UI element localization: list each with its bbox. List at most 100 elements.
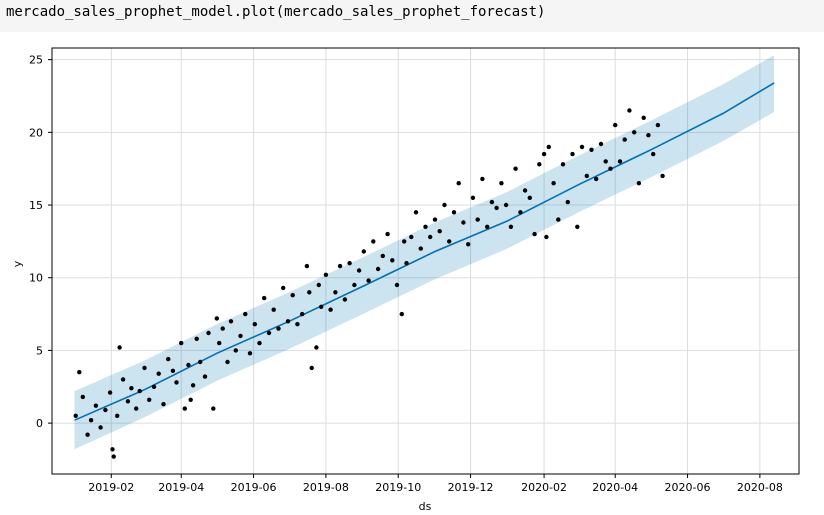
x-axis-ticks: 2019-02 2019-04 2019-06 2019-08 2019-10 2019-…: [88, 474, 783, 494]
observed-point: [394, 282, 400, 288]
observed-point: [307, 290, 312, 295]
x-tick-label: 2019-10: [375, 481, 421, 494]
observed-point: [228, 319, 234, 324]
observed-point: [129, 386, 134, 391]
observed-point: [428, 234, 433, 240]
observed-points: [73, 108, 665, 459]
observed-point: [252, 322, 257, 327]
observed-point: [480, 176, 485, 182]
x-tick-label: 2019-02: [88, 481, 134, 494]
observed-point: [432, 217, 438, 222]
observed-point: [627, 108, 632, 113]
observed-point: [617, 159, 623, 164]
observed-point: [651, 151, 656, 157]
observed-point: [188, 397, 193, 402]
x-tick-label: 2019-12: [448, 481, 494, 494]
observed-point: [655, 122, 661, 128]
observed-point: [461, 220, 466, 225]
observed-point: [546, 144, 551, 150]
observed-point: [211, 406, 216, 411]
observed-point: [641, 115, 646, 121]
observed-point: [156, 371, 161, 376]
observed-point: [323, 272, 329, 277]
observed-point: [456, 181, 461, 186]
observed-point: [390, 258, 395, 263]
observed-point: [380, 253, 385, 259]
observed-point: [103, 407, 108, 413]
observed-point: [556, 217, 561, 222]
observed-point: [151, 384, 157, 389]
observed-point: [451, 210, 457, 215]
observed-point: [503, 202, 509, 208]
observed-point: [166, 356, 171, 362]
observed-point: [161, 402, 166, 407]
observed-point: [147, 397, 152, 402]
observed-point: [290, 293, 295, 298]
observed-point: [622, 137, 627, 142]
observed-point: [337, 263, 343, 269]
observed-point: [333, 290, 338, 295]
observed-point: [295, 322, 300, 327]
observed-point: [217, 340, 222, 346]
observed-point: [366, 278, 371, 283]
observed-point: [508, 224, 514, 229]
observed-point: [304, 263, 310, 269]
x-tick-label: 2020-04: [592, 481, 638, 494]
observed-point: [570, 151, 575, 157]
forecast-line: [74, 82, 775, 421]
y-axis-ticks: 0 5 10 15 20 25: [29, 54, 52, 430]
observed-point: [513, 166, 518, 171]
observed-point: [88, 418, 94, 423]
observed-point: [532, 231, 537, 237]
observed-point: [117, 345, 122, 350]
observed-point: [598, 141, 604, 147]
y-tick-label: 0: [36, 417, 43, 430]
observed-point: [247, 351, 253, 356]
observed-point: [179, 340, 184, 346]
observed-point: [225, 359, 230, 365]
x-tick-label: 2019-08: [303, 481, 349, 494]
observed-point: [309, 365, 314, 371]
observed-point: [518, 210, 523, 215]
observed-point: [328, 307, 333, 312]
observed-point: [125, 399, 131, 404]
observed-point: [399, 311, 404, 317]
observed-point: [589, 147, 594, 152]
observed-point: [402, 239, 407, 244]
observed-point: [314, 345, 319, 350]
observed-point: [608, 166, 613, 171]
x-tick-label: 2020-06: [665, 481, 711, 494]
y-tick-label: 20: [29, 126, 43, 139]
observed-point: [206, 330, 211, 336]
forecast-plot: 2019-02 2019-04 2019-06 2019-08 2019-10 2019-…: [11, 47, 800, 513]
x-tick-label: 2020-08: [737, 481, 783, 494]
observed-point: [285, 319, 291, 324]
observed-point: [93, 403, 99, 408]
observed-point: [522, 188, 528, 193]
x-axis-label: ds: [419, 500, 432, 513]
observed-point: [361, 249, 366, 254]
observed-point: [485, 224, 490, 229]
observed-point: [319, 304, 324, 309]
code-cell[interactable]: mercado_sales_prophet_model.plot(mercado…: [0, 0, 824, 32]
uncertainty-band: [74, 55, 775, 450]
observed-point: [594, 176, 599, 182]
observed-point: [243, 311, 248, 317]
observed-point: [375, 266, 381, 272]
observed-point: [371, 239, 376, 244]
observed-point: [271, 307, 276, 312]
plot-frame: [51, 47, 800, 475]
observed-point: [466, 242, 471, 247]
observed-point: [233, 348, 238, 353]
observed-point: [80, 394, 86, 400]
observed-point: [447, 239, 452, 244]
observed-point: [418, 246, 423, 251]
observed-point: [352, 282, 357, 288]
observed-point: [257, 340, 262, 346]
y-tick-label: 5: [36, 344, 43, 357]
observed-point: [202, 374, 208, 379]
observed-point: [385, 231, 390, 237]
observed-point: [584, 173, 589, 179]
observed-point: [489, 199, 495, 205]
observed-point: [182, 406, 187, 411]
